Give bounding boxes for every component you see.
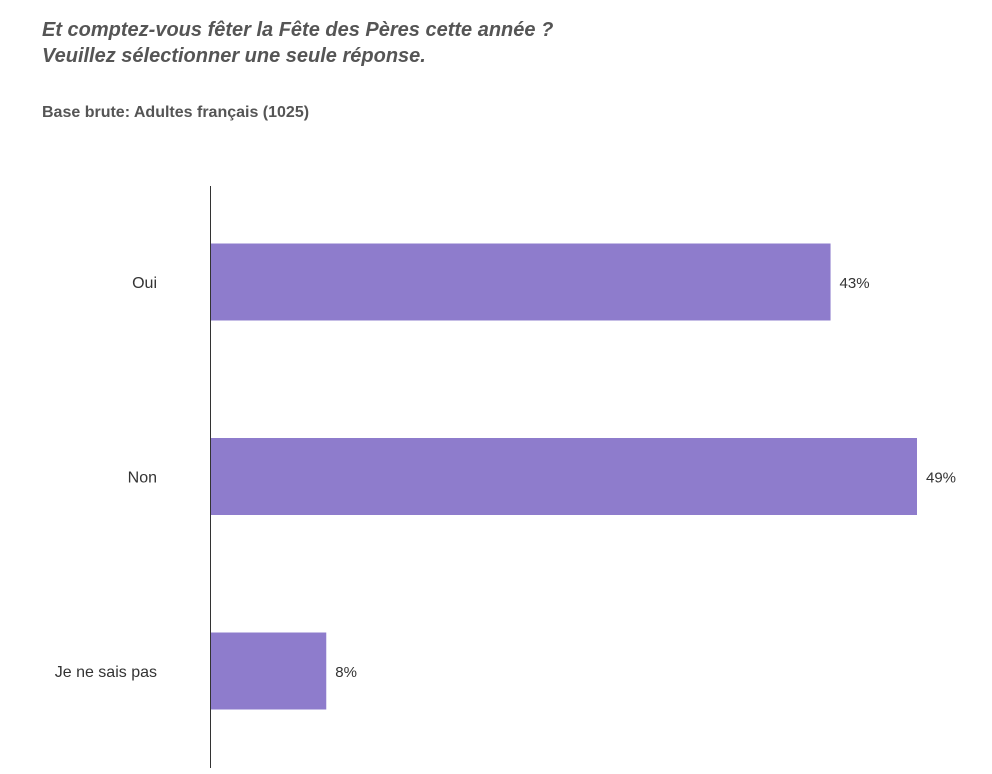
chart-title-line-1: Et comptez-vous fêter la Fête des Pères … bbox=[42, 19, 554, 41]
bar-1 bbox=[211, 438, 917, 515]
category-label-1: Non bbox=[128, 470, 157, 487]
category-label-0: Oui bbox=[132, 275, 157, 292]
bars-group: Oui 43% Non 49% Je ne sais pas 8% bbox=[55, 243, 956, 710]
data-label-2: 8% bbox=[335, 664, 357, 681]
data-label-0: 43% bbox=[840, 275, 870, 292]
bar-0 bbox=[211, 243, 831, 321]
bar-2 bbox=[211, 632, 327, 710]
chart-title: Et comptez-vous fêter la Fête des Pères … bbox=[42, 17, 553, 69]
base-note: Base brute: Adultes français (1025) bbox=[42, 104, 310, 121]
chart-title-line-2: Veuillez sélectionner une seule réponse. bbox=[42, 45, 426, 67]
data-label-1: 49% bbox=[926, 470, 956, 487]
category-label-2: Je ne sais pas bbox=[55, 664, 157, 681]
